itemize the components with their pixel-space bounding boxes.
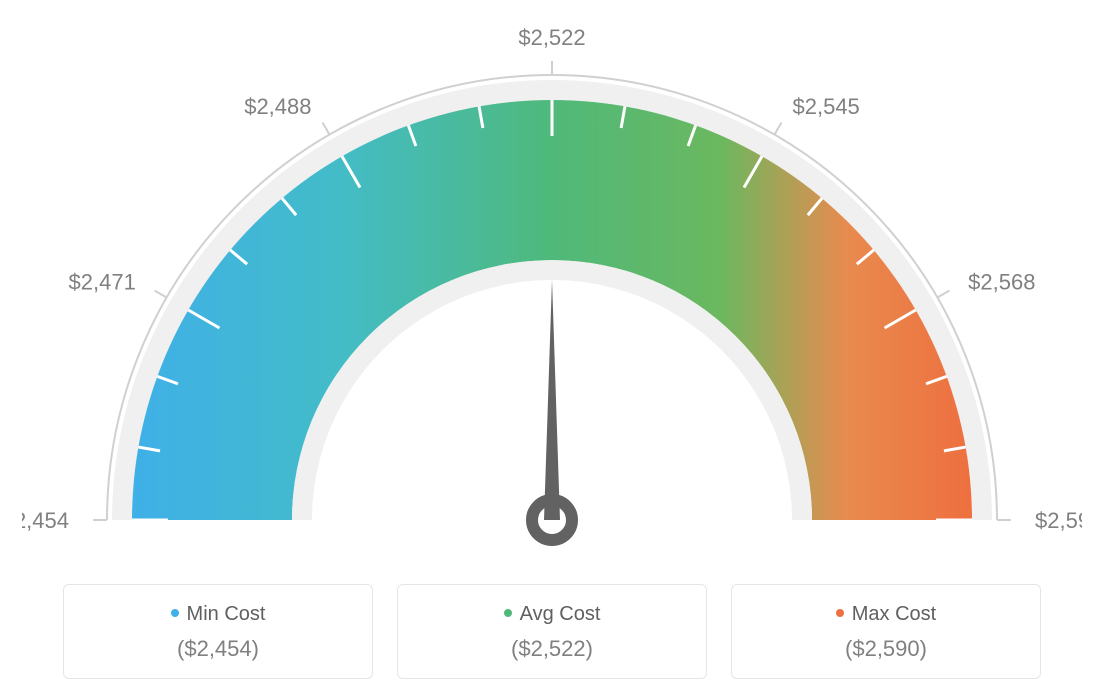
min-cost-title: Min Cost [64, 603, 372, 626]
svg-text:$2,545: $2,545 [793, 94, 860, 119]
avg-cost-card: Avg Cost ($2,522) [397, 584, 707, 679]
min-cost-value: ($2,454) [64, 636, 372, 662]
svg-text:$2,590: $2,590 [1035, 508, 1082, 533]
max-dot-icon [836, 609, 844, 617]
svg-text:$2,454: $2,454 [22, 508, 69, 533]
min-cost-card: Min Cost ($2,454) [63, 584, 373, 679]
gauge-chart: $2,454 $2,471 $2,488 $2,522 $2,545 $2,568 $2,5… [20, 20, 1084, 560]
cost-gauge-widget: $2,454 $2,471 $2,488 $2,522 $2,545 $2,568 $2,5… [20, 20, 1084, 679]
avg-cost-title: Avg Cost [398, 603, 706, 626]
min-cost-label: Min Cost [187, 603, 266, 625]
avg-cost-value: ($2,522) [398, 636, 706, 662]
svg-text:$2,568: $2,568 [968, 270, 1035, 295]
avg-cost-label: Avg Cost [520, 603, 601, 625]
summary-cards-row: Min Cost ($2,454) Avg Cost ($2,522) Max … [20, 584, 1084, 679]
svg-text:$2,488: $2,488 [244, 94, 311, 119]
max-cost-value: ($2,590) [732, 636, 1040, 662]
max-cost-label: Max Cost [852, 603, 936, 625]
min-dot-icon [171, 609, 179, 617]
svg-text:$2,471: $2,471 [69, 270, 136, 295]
max-cost-card: Max Cost ($2,590) [731, 584, 1041, 679]
max-cost-title: Max Cost [732, 603, 1040, 626]
avg-dot-icon [504, 609, 512, 617]
svg-text:$2,522: $2,522 [518, 25, 585, 50]
gauge-svg: $2,454 $2,471 $2,488 $2,522 $2,545 $2,568 $2,5… [22, 20, 1082, 560]
